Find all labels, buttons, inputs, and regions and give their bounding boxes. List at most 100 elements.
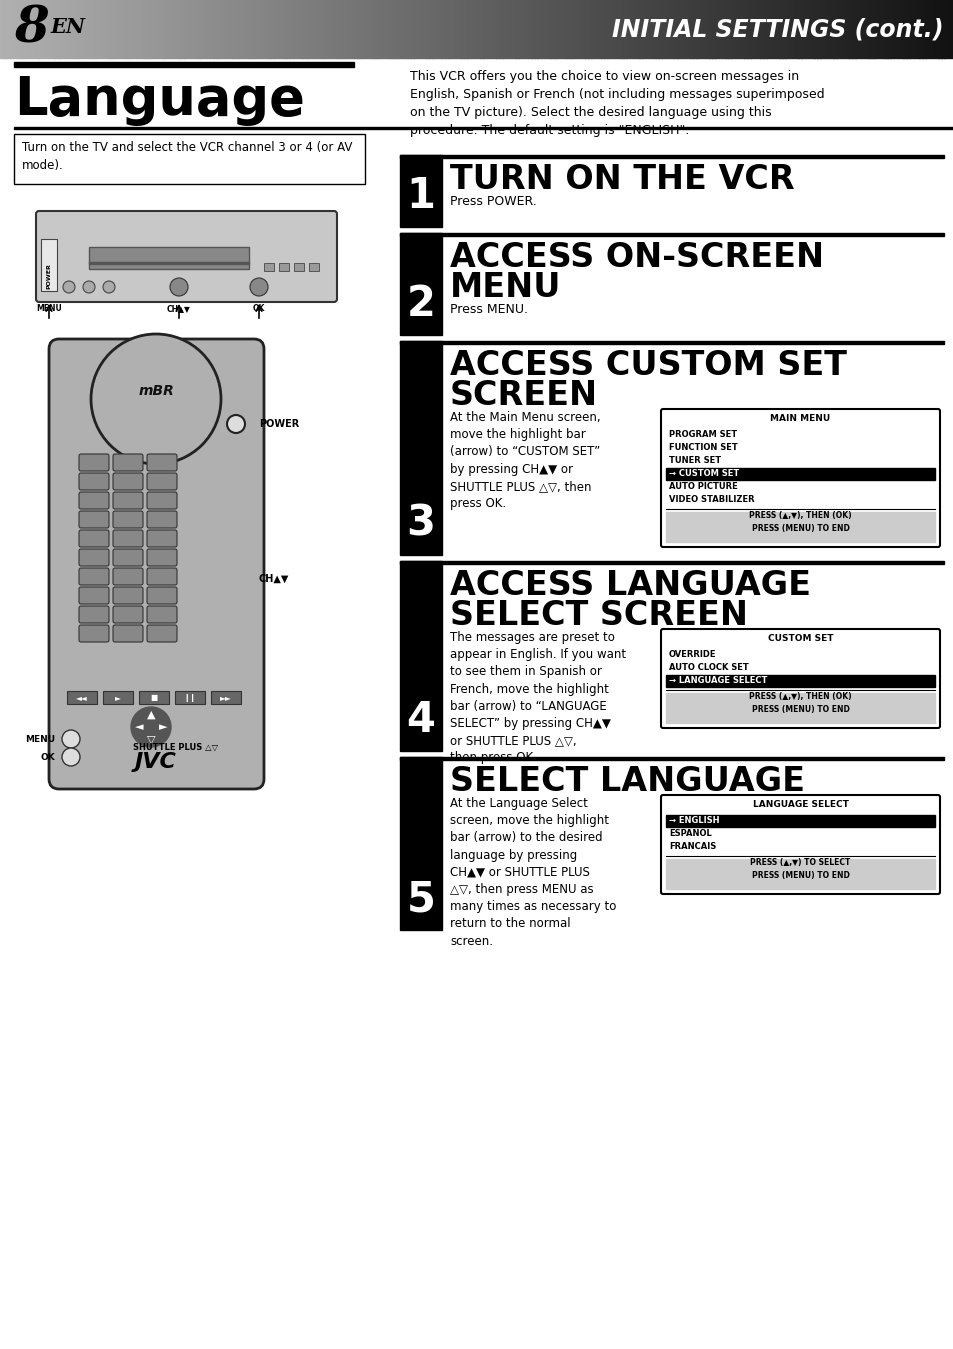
Text: 1: 1 [406, 175, 435, 217]
Bar [696, 0, 700, 58]
Bar [746, 0, 750, 58]
Bar [95, 0, 99, 58]
Bar [505, 0, 509, 58]
Bar [251, 0, 254, 58]
Bar [178, 0, 182, 58]
Bar [193, 0, 197, 58]
Bar [861, 0, 864, 58]
Bar [384, 0, 388, 58]
Bar [531, 0, 535, 58]
Text: SHUTTLE PLUS △▽: SHUTTLE PLUS △▽ [133, 742, 218, 751]
Bar [64, 0, 68, 58]
FancyBboxPatch shape [79, 492, 109, 509]
Bar [534, 0, 537, 58]
Bar [807, 0, 811, 58]
Text: 8: 8 [14, 4, 49, 54]
Bar [70, 0, 73, 58]
Bar [455, 0, 458, 58]
Bar [410, 0, 414, 58]
Bar [274, 0, 277, 58]
Bar [200, 0, 204, 58]
Bar [399, 561, 943, 564]
Text: 3: 3 [406, 503, 435, 545]
Text: SCREEN: SCREEN [450, 379, 598, 411]
Bar [359, 0, 363, 58]
Bar [51, 0, 54, 58]
Bar [543, 0, 547, 58]
Text: OVERRIDE: OVERRIDE [668, 650, 716, 660]
Bar [665, 513, 934, 542]
Bar [772, 0, 776, 58]
FancyBboxPatch shape [112, 625, 143, 642]
Bar [899, 0, 902, 58]
Bar [92, 0, 96, 58]
Bar [67, 0, 71, 58]
Bar [399, 561, 441, 751]
Bar [788, 0, 792, 58]
Bar [381, 0, 385, 58]
Bar [702, 0, 706, 58]
Bar [41, 239, 57, 291]
Bar [31, 0, 35, 58]
Bar [784, 0, 788, 58]
Bar [229, 0, 233, 58]
Text: POWER: POWER [47, 263, 51, 289]
Bar [67, 691, 97, 704]
Bar [429, 0, 433, 58]
Bar [14, 127, 952, 130]
Bar [394, 0, 397, 58]
FancyBboxPatch shape [147, 568, 177, 585]
Bar [760, 0, 763, 58]
Bar [422, 0, 426, 58]
Bar [124, 0, 128, 58]
Bar [622, 0, 626, 58]
Text: At the Language Select
screen, move the highlight
bar (arrow) to the desired
lan: At the Language Select screen, move the … [450, 797, 616, 947]
Bar [226, 0, 230, 58]
Bar [117, 0, 121, 58]
Bar [546, 0, 550, 58]
Bar [38, 0, 42, 58]
Bar [191, 0, 194, 58]
FancyBboxPatch shape [79, 549, 109, 567]
Bar [524, 0, 528, 58]
Bar [791, 0, 795, 58]
FancyBboxPatch shape [36, 210, 336, 302]
Bar [213, 0, 216, 58]
FancyBboxPatch shape [49, 339, 264, 789]
Bar [794, 0, 798, 58]
FancyBboxPatch shape [147, 587, 177, 604]
Text: → ENGLISH: → ENGLISH [668, 816, 719, 826]
Text: 2: 2 [406, 283, 435, 325]
Bar [35, 0, 39, 58]
Bar [908, 0, 912, 58]
Bar [950, 0, 953, 58]
Bar [83, 0, 87, 58]
FancyBboxPatch shape [79, 568, 109, 585]
Bar [26, 0, 30, 58]
Bar [267, 0, 271, 58]
Text: 4: 4 [406, 699, 435, 741]
Circle shape [62, 730, 80, 747]
Bar [159, 0, 163, 58]
Bar [867, 0, 871, 58]
Bar [598, 0, 601, 58]
Bar [613, 0, 617, 58]
Bar [508, 0, 512, 58]
Bar [324, 0, 328, 58]
Text: AUTO CLOCK SET: AUTO CLOCK SET [668, 662, 748, 672]
Bar [305, 0, 309, 58]
Text: JVC: JVC [135, 751, 176, 772]
Bar [438, 0, 442, 58]
Bar [321, 0, 325, 58]
Bar [753, 0, 757, 58]
Bar [470, 0, 474, 58]
Bar [943, 0, 947, 58]
Bar [572, 0, 576, 58]
Bar [399, 757, 441, 929]
Bar [399, 233, 943, 236]
Bar [219, 0, 223, 58]
Bar [493, 0, 497, 58]
Bar [679, 0, 683, 58]
Circle shape [62, 747, 80, 766]
Bar [467, 0, 471, 58]
